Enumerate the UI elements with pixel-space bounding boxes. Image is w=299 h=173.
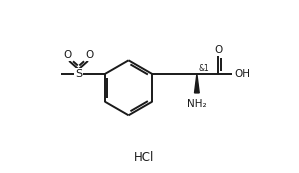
Polygon shape	[195, 74, 199, 93]
Text: O: O	[86, 50, 94, 60]
Text: HCl: HCl	[134, 151, 155, 164]
Text: OH: OH	[234, 69, 250, 79]
Text: O: O	[63, 50, 72, 60]
Text: &1: &1	[198, 64, 209, 73]
Text: S: S	[75, 69, 82, 79]
Text: O: O	[214, 45, 222, 56]
Text: NH₂: NH₂	[187, 99, 207, 109]
